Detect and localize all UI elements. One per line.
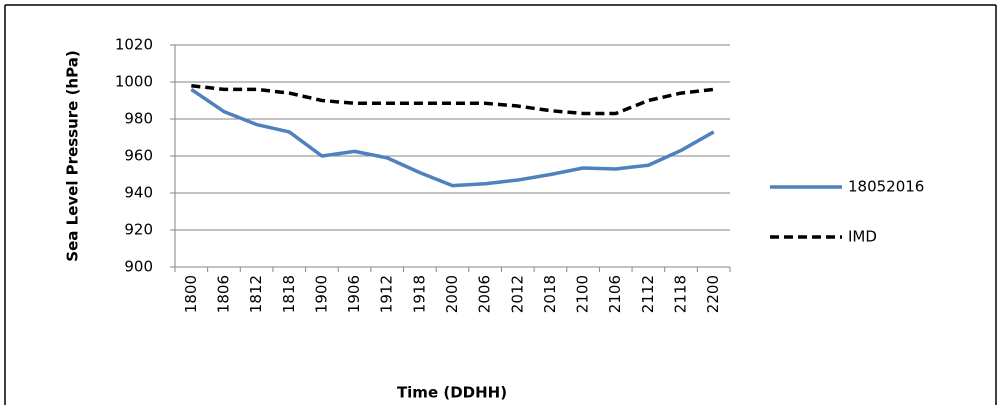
- x-tick-label: 1812: [247, 275, 265, 313]
- x-tick-label: 2100: [574, 275, 592, 313]
- y-tick-label: 900: [124, 258, 153, 276]
- y-tick-label: 960: [124, 147, 153, 165]
- x-tick-label: 1818: [280, 275, 298, 313]
- x-tick-label: 2006: [476, 275, 494, 313]
- legend-label: IMD: [848, 228, 877, 246]
- x-axis-title: Time (DDHH): [397, 384, 507, 402]
- x-tick-label: 2000: [443, 275, 461, 313]
- y-tick-label: 980: [124, 110, 153, 128]
- x-tick-label: 2106: [606, 275, 624, 313]
- series-line: [190, 87, 715, 188]
- y-tick-label: 1020: [115, 36, 153, 54]
- y-tick-label: 1000: [115, 73, 153, 91]
- x-tick-label: 2200: [704, 275, 722, 313]
- x-tick-label: 1806: [214, 275, 232, 313]
- series-line: [191, 83, 714, 116]
- x-tick-label: 2118: [672, 275, 690, 313]
- x-tick-label: 2012: [508, 275, 526, 313]
- x-tick-label: 1800: [182, 275, 200, 313]
- y-axis-title: Sea Level Pressure (hPa): [64, 50, 82, 261]
- x-tick-label: 1906: [345, 275, 363, 313]
- y-tick-label: 920: [124, 221, 153, 239]
- legend-label: 18052016: [848, 178, 924, 196]
- x-tick-label: 1900: [312, 275, 330, 313]
- x-tick-label: 1918: [410, 275, 428, 313]
- x-tick-label: 1912: [378, 275, 396, 313]
- x-tick-label: 2018: [541, 275, 559, 313]
- y-tick-label: 940: [124, 184, 153, 202]
- x-tick-label: 2112: [639, 275, 657, 313]
